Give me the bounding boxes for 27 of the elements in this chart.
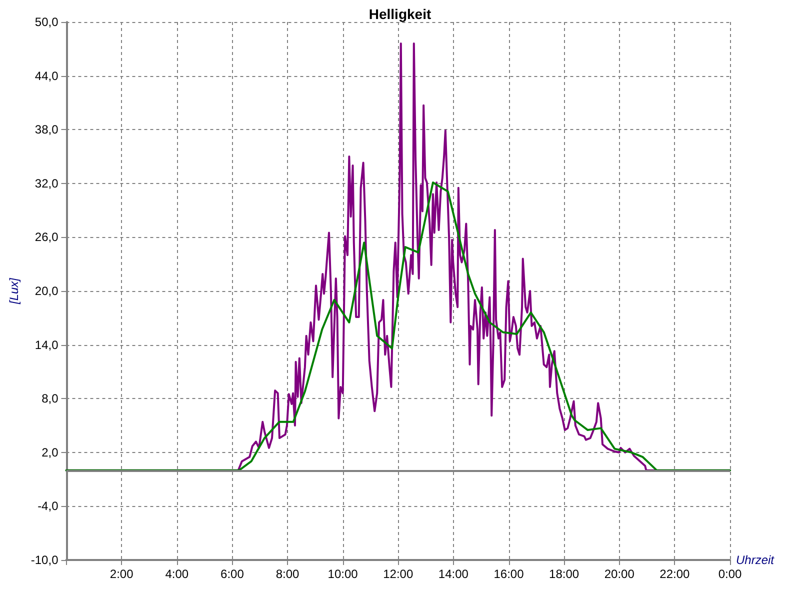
x-tick-label: 20:00: [604, 567, 635, 581]
y-tick-label: 38,0: [34, 122, 59, 137]
x-tick-label: 4:00: [165, 567, 189, 581]
y-tick-label: 44,0: [34, 68, 59, 83]
line-series: [65, 182, 731, 472]
y-tick-label: -10,0: [30, 553, 59, 567]
y-tick-label: 26,0: [34, 230, 59, 244]
x-tick-label: 8:00: [276, 567, 300, 581]
x-tick-label: 2:00: [110, 567, 134, 581]
x-tick-label: 0:00: [718, 567, 742, 581]
y-tick-label: 32,0: [34, 176, 59, 190]
y-tick-label: 50,0: [34, 15, 59, 29]
x-tick-label: 16:00: [494, 567, 524, 581]
y-tick-label: 14,0: [34, 338, 59, 352]
x-tick-label: 6:00: [220, 567, 244, 581]
x-axis-title: Uhrzeit: [736, 553, 775, 567]
y-tick-label: 20,0: [34, 284, 59, 298]
x-tick-label: 22:00: [660, 567, 690, 581]
y-tick-label: -4,0: [38, 499, 59, 514]
x-tick-label: 18:00: [549, 567, 580, 581]
x-tick-label: 10:00: [328, 567, 358, 581]
x-tick-label: 12:00: [383, 567, 414, 581]
x-tick-label: 14:00: [438, 567, 469, 581]
chart-title: Helligkeit: [368, 6, 432, 22]
y-tick-label: 8,0: [42, 392, 59, 406]
y-tick-label: 2,0: [42, 445, 59, 460]
y-axis-title: [Lux]: [7, 277, 21, 306]
